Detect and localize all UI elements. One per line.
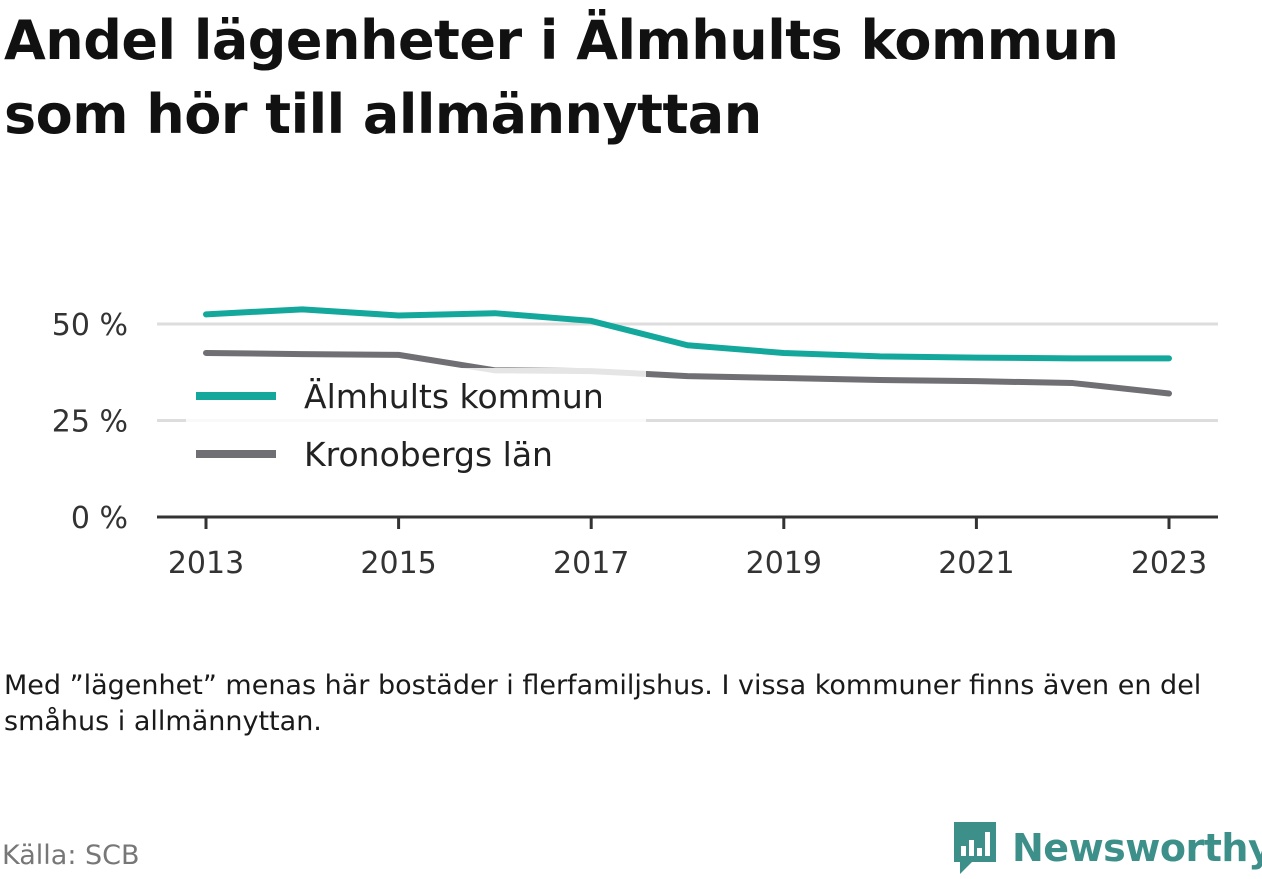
x-tick-label: 2019 bbox=[746, 546, 822, 581]
y-tick-labels: 0 % 25 % 50 % bbox=[52, 308, 128, 536]
data-point bbox=[1071, 381, 1075, 385]
data-point bbox=[1167, 356, 1171, 360]
x-tick-label: 2021 bbox=[938, 546, 1014, 581]
data-point bbox=[878, 354, 882, 358]
data-point bbox=[1167, 391, 1171, 395]
chart-note: Med ”lägenhet” menas här bostäder i fler… bbox=[4, 670, 1202, 737]
legend-label: Kronobergs län bbox=[304, 435, 553, 474]
newsworthy-logo: Newsworthy bbox=[950, 818, 1262, 878]
series-lines bbox=[203, 306, 1172, 397]
data-point bbox=[493, 311, 497, 315]
x-tick-label: 2023 bbox=[1131, 546, 1207, 581]
x-tick-label: 2017 bbox=[553, 546, 629, 581]
x-tick-label: 2015 bbox=[360, 546, 436, 581]
data-point bbox=[686, 374, 689, 378]
data-point bbox=[878, 378, 882, 382]
data-point bbox=[974, 379, 978, 383]
data-point bbox=[300, 352, 304, 356]
data-point bbox=[300, 307, 304, 311]
legend-background bbox=[186, 368, 646, 480]
x-ticks: 2013 2015 2017 2019 2021 2023 bbox=[168, 517, 1207, 581]
data-point bbox=[782, 351, 786, 355]
brand-name: Newsworthy bbox=[1012, 826, 1262, 870]
x-tick-label: 2013 bbox=[168, 546, 244, 581]
data-point bbox=[204, 312, 208, 316]
source-label: Källa: SCB bbox=[2, 840, 140, 871]
data-point bbox=[397, 314, 401, 318]
legend: Älmhults kommun Kronobergs län bbox=[186, 368, 646, 480]
data-point bbox=[589, 319, 593, 323]
data-point bbox=[397, 353, 401, 357]
data-point bbox=[1071, 356, 1075, 360]
line-chart: 0 % 25 % 50 % 2013 2015 2017 2019 2021 2023 Älm… bbox=[52, 306, 1218, 581]
y-tick-label: 25 % bbox=[52, 405, 128, 440]
data-point bbox=[204, 351, 208, 355]
data-point bbox=[782, 376, 786, 380]
data-point bbox=[686, 343, 689, 347]
chart-speech-bubble-icon bbox=[954, 822, 996, 874]
series-line bbox=[203, 306, 1172, 362]
chart-title: Andel lägenheter i Älmhults kommun som h… bbox=[4, 9, 1119, 146]
y-tick-label: 50 % bbox=[52, 308, 128, 343]
legend-label: Älmhults kommun bbox=[304, 377, 604, 416]
data-point bbox=[974, 356, 978, 360]
y-tick-label: 0 % bbox=[71, 501, 128, 536]
